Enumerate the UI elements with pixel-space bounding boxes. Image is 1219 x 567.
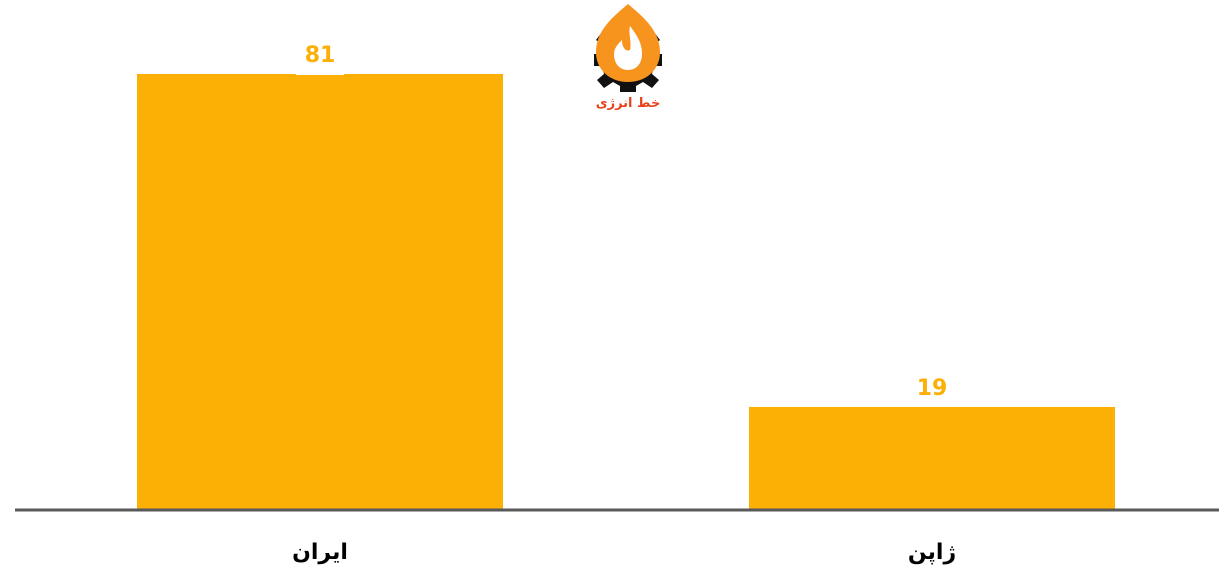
- bar-value-label-0: 81: [305, 43, 336, 68]
- energy-line-logo: خط انرژی: [594, 4, 662, 112]
- logo-text-backdrop: [594, 92, 662, 112]
- category-label-0: ایران: [292, 540, 348, 565]
- flame-icon: [596, 4, 660, 82]
- bar-1: [749, 406, 1115, 509]
- label-backdrop: [296, 70, 344, 75]
- labels-layer: 81 ایران 19 ژاپن: [292, 43, 956, 565]
- bars-layer: [137, 70, 1115, 509]
- bar-0: [137, 74, 503, 509]
- bar-value-label-1: 19: [917, 376, 948, 401]
- logo-text: خط انرژی: [596, 96, 661, 111]
- category-label-1: ژاپن: [908, 540, 956, 565]
